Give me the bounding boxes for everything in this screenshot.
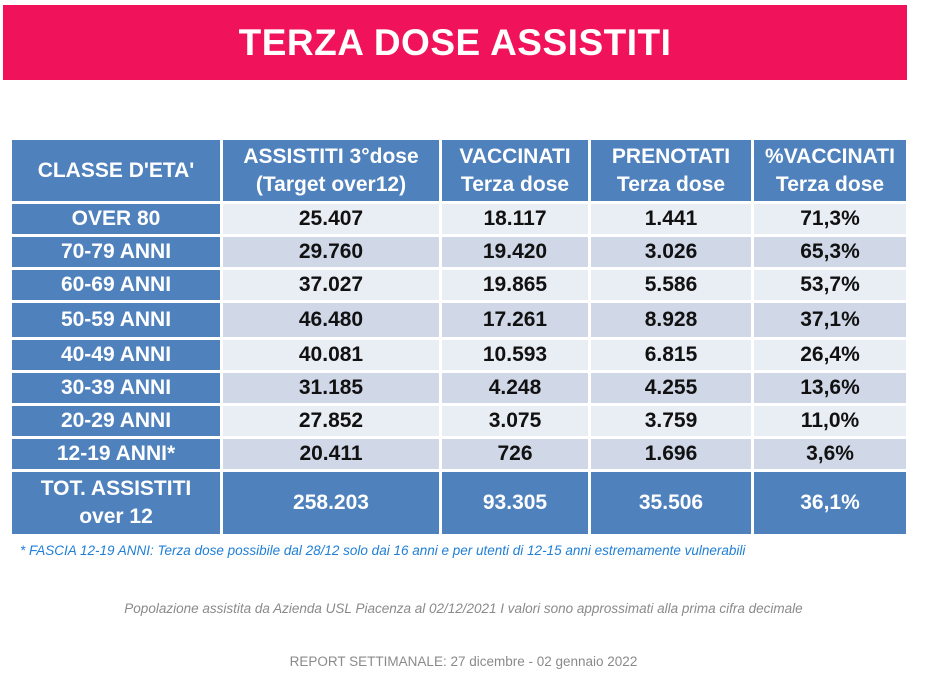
header-text: ASSISTITI 3°dose: [243, 144, 419, 168]
vaccinati-cell: 4.248: [442, 373, 588, 403]
total-row: TOT. ASSISTITI over 12 258.203 93.305 35…: [12, 472, 906, 534]
header-text: CLASSE D'ETA': [37, 158, 195, 182]
age-class-cell: 60-69 ANNI: [12, 270, 220, 300]
header-subtext: Terza dose: [775, 172, 885, 196]
table-row: 40-49 ANNI 40.081 10.593 6.815 26,4%: [12, 340, 906, 370]
page-title: TERZA DOSE ASSISTITI: [238, 21, 672, 63]
age-class-cell: 12-19 ANNI*: [12, 439, 220, 469]
footnote: * FASCIA 12-19 ANNI: Terza dose possibil…: [20, 543, 746, 558]
table-row: 60-69 ANNI 37.027 19.865 5.586 53,7%: [12, 270, 906, 300]
table-row: 70-79 ANNI 29.760 19.420 3.026 65,3%: [12, 237, 906, 267]
report-period: REPORT SETTIMANALE: 27 dicembre - 02 gen…: [289, 654, 638, 669]
header-classe-eta: CLASSE D'ETA': [12, 140, 220, 201]
prenotati-cell: 4.255: [591, 373, 751, 403]
percent-cell: 13,6%: [754, 373, 906, 403]
prenotati-cell: 1.441: [591, 204, 751, 234]
assistiti-cell: 25.407: [223, 204, 439, 234]
percent-cell: 26,4%: [754, 340, 906, 370]
vaccinati-cell: 18.117: [442, 204, 588, 234]
percent-cell: 65,3%: [754, 237, 906, 267]
table-row: 50-59 ANNI 46.480 17.261 8.928 37,1%: [12, 303, 906, 337]
table-row: 12-19 ANNI* 20.411 726 1.696 3,6%: [12, 439, 906, 469]
header-subtext: Terza dose: [616, 172, 726, 196]
assistiti-cell: 31.185: [223, 373, 439, 403]
percent-cell: 11,0%: [754, 406, 906, 436]
age-class-cell: 20-29 ANNI: [12, 406, 220, 436]
prenotati-cell: 6.815: [591, 340, 751, 370]
percent-cell: 71,3%: [754, 204, 906, 234]
header-subtext: (Target over12): [255, 172, 407, 196]
percent-cell: 37,1%: [754, 303, 906, 337]
prenotati-cell: 3.759: [591, 406, 751, 436]
total-label-cell: TOT. ASSISTITI over 12: [12, 472, 220, 534]
table-row: OVER 80 25.407 18.117 1.441 71,3%: [12, 204, 906, 234]
total-vaccinati-cell: 93.305: [442, 472, 588, 534]
age-class-cell: 70-79 ANNI: [12, 237, 220, 267]
prenotati-cell: 1.696: [591, 439, 751, 469]
assistiti-cell: 40.081: [223, 340, 439, 370]
table-row: 30-39 ANNI 31.185 4.248 4.255 13,6%: [12, 373, 906, 403]
header-vaccinati: VACCINATI Terza dose: [442, 140, 588, 201]
title-banner: TERZA DOSE ASSISTITI: [3, 5, 907, 80]
vaccinati-cell: 19.865: [442, 270, 588, 300]
percent-cell: 53,7%: [754, 270, 906, 300]
assistiti-cell: 37.027: [223, 270, 439, 300]
total-label: TOT. ASSISTITI: [40, 477, 192, 500]
age-class-cell: 40-49 ANNI: [12, 340, 220, 370]
source-note: Popolazione assistita da Azienda USL Pia…: [124, 601, 803, 616]
vaccination-table: CLASSE D'ETA' ASSISTITI 3°dose (Target o…: [9, 137, 909, 537]
total-prenotati-cell: 35.506: [591, 472, 751, 534]
header-percent-vaccinati: %VACCINATI Terza dose: [754, 140, 906, 201]
vaccinati-cell: 10.593: [442, 340, 588, 370]
prenotati-cell: 5.586: [591, 270, 751, 300]
vaccinati-cell: 3.075: [442, 406, 588, 436]
total-assistiti-cell: 258.203: [223, 472, 439, 534]
total-label-sub: over 12: [79, 505, 153, 528]
vaccinati-cell: 726: [442, 439, 588, 469]
age-class-cell: OVER 80: [12, 204, 220, 234]
percent-cell: 3,6%: [754, 439, 906, 469]
age-class-cell: 30-39 ANNI: [12, 373, 220, 403]
header-text: %VACCINATI: [765, 144, 895, 168]
vaccinati-cell: 17.261: [442, 303, 588, 337]
header-row: CLASSE D'ETA' ASSISTITI 3°dose (Target o…: [12, 140, 906, 201]
assistiti-cell: 27.852: [223, 406, 439, 436]
header-prenotati: PRENOTATI Terza dose: [591, 140, 751, 201]
assistiti-cell: 20.411: [223, 439, 439, 469]
header-text: PRENOTATI: [611, 144, 731, 168]
total-percent-cell: 36,1%: [754, 472, 906, 534]
assistiti-cell: 46.480: [223, 303, 439, 337]
prenotati-cell: 3.026: [591, 237, 751, 267]
table-row: 20-29 ANNI 27.852 3.075 3.759 11,0%: [12, 406, 906, 436]
header-assistiti: ASSISTITI 3°dose (Target over12): [223, 140, 439, 201]
vaccinati-cell: 19.420: [442, 237, 588, 267]
prenotati-cell: 8.928: [591, 303, 751, 337]
assistiti-cell: 29.760: [223, 237, 439, 267]
header-text: VACCINATI: [459, 144, 571, 168]
age-class-cell: 50-59 ANNI: [12, 303, 220, 337]
header-subtext: Terza dose: [460, 172, 570, 196]
